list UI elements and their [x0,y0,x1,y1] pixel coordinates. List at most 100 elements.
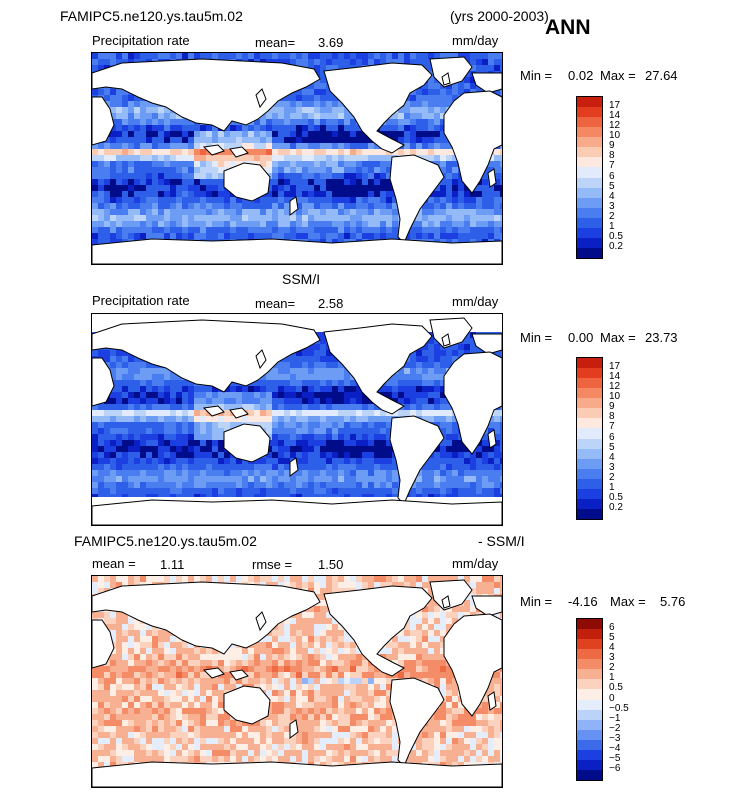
colorbar-swatch [577,749,602,760]
colorbar-tick-label: 4 [609,451,615,463]
colorbar-swatch [577,699,602,710]
continent-outline [92,319,321,393]
continent-outline [443,613,502,717]
panel1-min-label: Min = [520,68,553,83]
colorbar-swatch [577,739,602,750]
colorbar-tick-label: 17 [609,100,621,112]
panel3-max-label: Max = [610,594,646,609]
colorbar-swatch [577,498,602,509]
continent-outline [202,405,249,419]
colorbar-swatch [577,408,602,419]
panel2-title: Precipitation rate [92,293,190,308]
colorbar-swatch [577,649,602,660]
colorbar-tick-label: 6 [609,170,615,182]
colorbar-tick-label: 0.2 [609,240,623,252]
continent-outline [92,619,115,669]
colorbar-swatch [577,97,602,108]
panel1-title: Precipitation rate [92,33,190,48]
colorbar-tick-label: 2 [609,471,615,483]
colorbar-tick-label: 1 [609,220,615,232]
panel2-max-label: Max = [600,330,636,345]
continent-outline [441,333,451,347]
continent-outline [202,144,249,158]
colorbar-swatch [577,167,602,178]
colorbar-tick-label: −6 [609,762,621,774]
colorbar-tick-label: −2 [609,722,621,734]
continent-outline [289,719,299,739]
continent-outline [92,58,321,132]
continent-outline [223,162,271,202]
continent-outline [471,595,502,617]
panel1-max-label: Max = [600,68,636,83]
colorbar-tick-label: 0.5 [609,230,623,242]
colorbar-swatch [577,247,602,258]
colorbar-swatch [577,639,602,650]
colorbar-tick-label: −5 [609,752,621,764]
colorbar-swatch [577,137,602,148]
panel3-title-right: - SSM/I [478,533,525,549]
colorbar-swatch [577,709,602,720]
colorbar-swatch [577,398,602,409]
continent-outline [255,611,267,632]
years-label: (yrs 2000-2003) [450,8,549,24]
colorbar-tick-label: 8 [609,150,615,162]
case-name: FAMIPC5.ne120.ys.tau5m.02 [60,8,243,24]
colorbar-tick-label: 3 [609,652,615,664]
continent-outline [487,691,497,711]
panel2-colorbar [576,357,603,520]
colorbar-swatch [577,388,602,399]
panel3-min-value: -4.16 [568,594,598,609]
colorbar-swatch [577,448,602,459]
panel3-units: mm/day [452,556,499,571]
colorbar-tick-label: 1 [609,672,615,684]
continent-outline [487,168,497,188]
colorbar-tick-label: 12 [609,120,621,132]
colorbar-tick-label: 12 [609,381,621,393]
colorbar-tick-label: 0.5 [609,491,623,503]
colorbar-tick-label: 5 [609,632,615,644]
continent-outline [389,415,445,505]
colorbar-swatch [577,629,602,640]
continent-outline [429,317,473,349]
colorbar-tick-label: 14 [609,110,621,122]
continent-outline [92,761,502,787]
colorbar-swatch [577,368,602,379]
colorbar-swatch [577,418,602,429]
colorbar-tick-label: 5 [609,180,615,192]
colorbar-swatch [577,478,602,489]
continent-outline [92,581,321,655]
continent-outline [389,154,445,244]
panel3-rmse-label: rmse = [252,557,293,572]
continent-outline [429,56,473,88]
continent-outline [443,351,502,455]
panel1-max-value: 27.64 [645,68,678,83]
panel3-title-left: FAMIPC5.ne120.ys.tau5m.02 [74,533,257,549]
colorbar-tick-label: 2 [609,210,615,222]
colorbar-tick-label: 9 [609,140,615,152]
colorbar-swatch [577,438,602,449]
panel3-min-label: Min = [520,594,553,609]
colorbar-swatch [577,428,602,439]
continent-outline [289,457,299,477]
colorbar-tick-label: 2 [609,662,615,674]
colorbar-tick-label: 3 [609,200,615,212]
panel3-mean-value: 1.11 [160,557,185,572]
season-label: ANN [545,16,591,39]
colorbar-swatch [577,689,602,700]
continent-outline [443,90,502,194]
panel3-rmse-value: 1.50 [318,557,344,572]
continent-outline [389,677,445,767]
continent-outline [92,357,115,407]
colorbar-tick-label: 3 [609,461,615,473]
panel3-mean-label: mean = [92,556,136,571]
colorbar-swatch [577,207,602,218]
colorbar-swatch [577,378,602,389]
colorbar-tick-label: 10 [609,391,621,403]
colorbar-tick-label: 0 [609,692,615,704]
continent-outline [323,62,433,154]
panel3-map [91,575,503,788]
continent-outline [92,499,502,525]
colorbar-tick-label: 4 [609,642,615,654]
colorbar-tick-label: 5 [609,441,615,453]
continents [92,317,502,525]
